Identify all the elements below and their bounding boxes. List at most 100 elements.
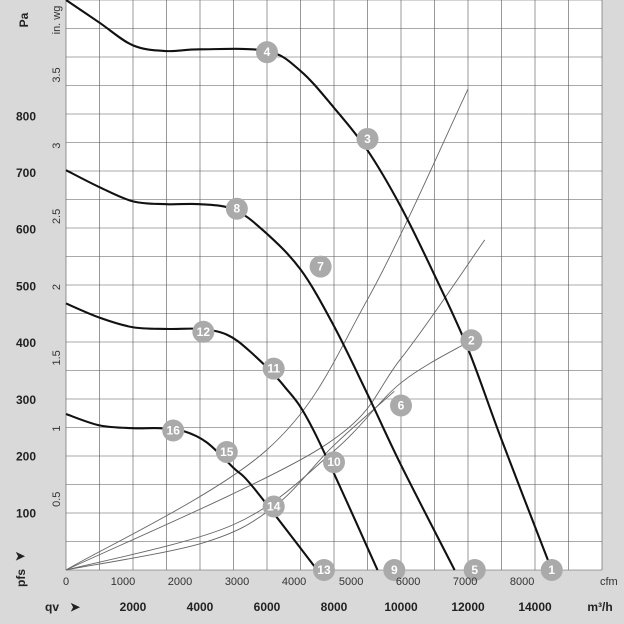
x-tick-cfm: 8000	[510, 576, 534, 588]
operating-point-label: 13	[317, 563, 331, 577]
fan-curve	[65, 302, 379, 571]
x-symbol: qv	[45, 600, 59, 614]
operating-point: 11	[262, 357, 285, 380]
fan-curve	[65, 413, 319, 571]
operating-point: 6	[390, 394, 412, 417]
x-tick-cfm: 5000	[339, 576, 363, 588]
x-tick-m3h: 4000	[187, 600, 214, 614]
operating-point-marker	[356, 127, 379, 150]
operating-point-label: 1	[548, 563, 555, 577]
y-arrow-icon: ➤	[15, 549, 26, 563]
operating-point-label: 6	[398, 399, 405, 413]
y-tick-pa: 200	[16, 450, 36, 464]
operating-point-marker	[215, 441, 238, 464]
operating-point-label: 15	[220, 445, 234, 459]
system-curve	[65, 239, 486, 571]
x-tick-m3h: 2000	[120, 600, 147, 614]
operating-point: 7	[309, 255, 332, 278]
operating-point: 13	[312, 559, 335, 581]
operating-point-label: 3	[364, 132, 371, 146]
operating-point: 12	[192, 320, 215, 343]
x-tick-m3h: 6000	[254, 600, 281, 614]
operating-point-marker	[323, 451, 345, 474]
y-tick-pa: 300	[16, 393, 36, 407]
operating-point-marker	[256, 41, 278, 64]
x-tick-m3h: 8000	[321, 600, 348, 614]
operating-point-marker	[262, 495, 285, 518]
operating-point-label: 12	[197, 325, 211, 339]
operating-point: 1	[540, 559, 563, 581]
y-tick-inwg: 2.5	[51, 209, 63, 224]
operating-point-marker	[540, 559, 563, 581]
x-tick-cfm: 1000	[111, 576, 135, 588]
operating-point: 4	[256, 41, 278, 64]
operating-point-label: 9	[391, 563, 398, 577]
operating-point-marker	[262, 357, 285, 380]
operating-point: 3	[356, 127, 379, 150]
x-tick-m3h: 10000	[384, 600, 418, 614]
y-tick-inwg: 3.5	[51, 67, 63, 82]
operating-point: 9	[383, 559, 406, 581]
y-tick-inwg: 1.5	[51, 350, 63, 365]
operating-point-marker	[463, 559, 486, 581]
fan-curve	[65, 0, 553, 571]
y-tick-pa: 600	[16, 223, 36, 237]
x-tick-cfm: 0	[63, 576, 69, 588]
x-unit-cfm: cfm	[600, 576, 618, 588]
operating-point-label: 5	[471, 563, 478, 577]
operating-point-label: 2	[468, 333, 475, 347]
x-tick-m3h: 12000	[451, 600, 485, 614]
operating-point-marker	[225, 197, 248, 220]
operating-point: 15	[215, 441, 238, 464]
operating-point-label: 16	[167, 423, 181, 437]
operating-point-label: 14	[267, 499, 281, 513]
y-tick-pa: 700	[16, 166, 36, 180]
operating-point-marker	[162, 419, 185, 442]
y-tick-inwg: 3	[51, 143, 63, 149]
system-curve	[65, 88, 469, 571]
y-tick-pa: 400	[16, 336, 36, 350]
y-unit-pa: Pa	[17, 12, 31, 27]
y-unit-inwg: in. wg	[51, 6, 63, 35]
system-curve	[65, 339, 472, 571]
operating-point-marker	[192, 320, 215, 343]
operating-point-label: 7	[317, 260, 324, 274]
operating-point-marker	[312, 559, 335, 581]
operating-point-marker	[460, 329, 483, 352]
y-tick-inwg: 1	[51, 425, 63, 431]
y-tick-pa: 800	[16, 109, 36, 123]
operating-point: 14	[262, 495, 285, 518]
y-symbol: pfs	[14, 569, 28, 587]
operating-point-marker	[383, 559, 406, 581]
operating-point: 5	[463, 559, 486, 581]
operating-point-marker	[309, 255, 332, 278]
operating-point-label: 8	[234, 202, 241, 216]
operating-point-label: 4	[264, 45, 271, 59]
x-tick-m3h: 14000	[518, 600, 552, 614]
operating-point: 16	[162, 419, 185, 442]
grid	[65, 0, 603, 571]
operating-point: 8	[225, 197, 248, 220]
x-tick-cfm: 2000	[168, 576, 192, 588]
axis-labels: Pa in. wg pfs ➤ cfm qv ➤ m³/h 1002003004…	[14, 6, 618, 614]
y-tick-inwg: 2	[51, 284, 63, 290]
x-tick-cfm: 7000	[453, 576, 477, 588]
x-unit-m3h: m³/h	[587, 600, 612, 614]
y-tick-inwg: 0.5	[51, 492, 63, 507]
operating-point-marker	[390, 394, 412, 417]
operating-point: 2	[460, 329, 483, 352]
y-tick-pa: 500	[16, 279, 36, 293]
fan-curves	[65, 0, 553, 571]
x-tick-cfm: 6000	[396, 576, 420, 588]
fan-curve	[65, 169, 456, 571]
x-tick-cfm: 3000	[225, 576, 249, 588]
operating-point: 10	[323, 451, 345, 474]
x-arrow-icon: ➤	[70, 600, 81, 614]
operating-point-label: 11	[267, 362, 280, 376]
x-tick-cfm: 4000	[282, 576, 306, 588]
y-tick-pa: 100	[16, 506, 36, 520]
operating-point-label: 10	[327, 455, 341, 469]
